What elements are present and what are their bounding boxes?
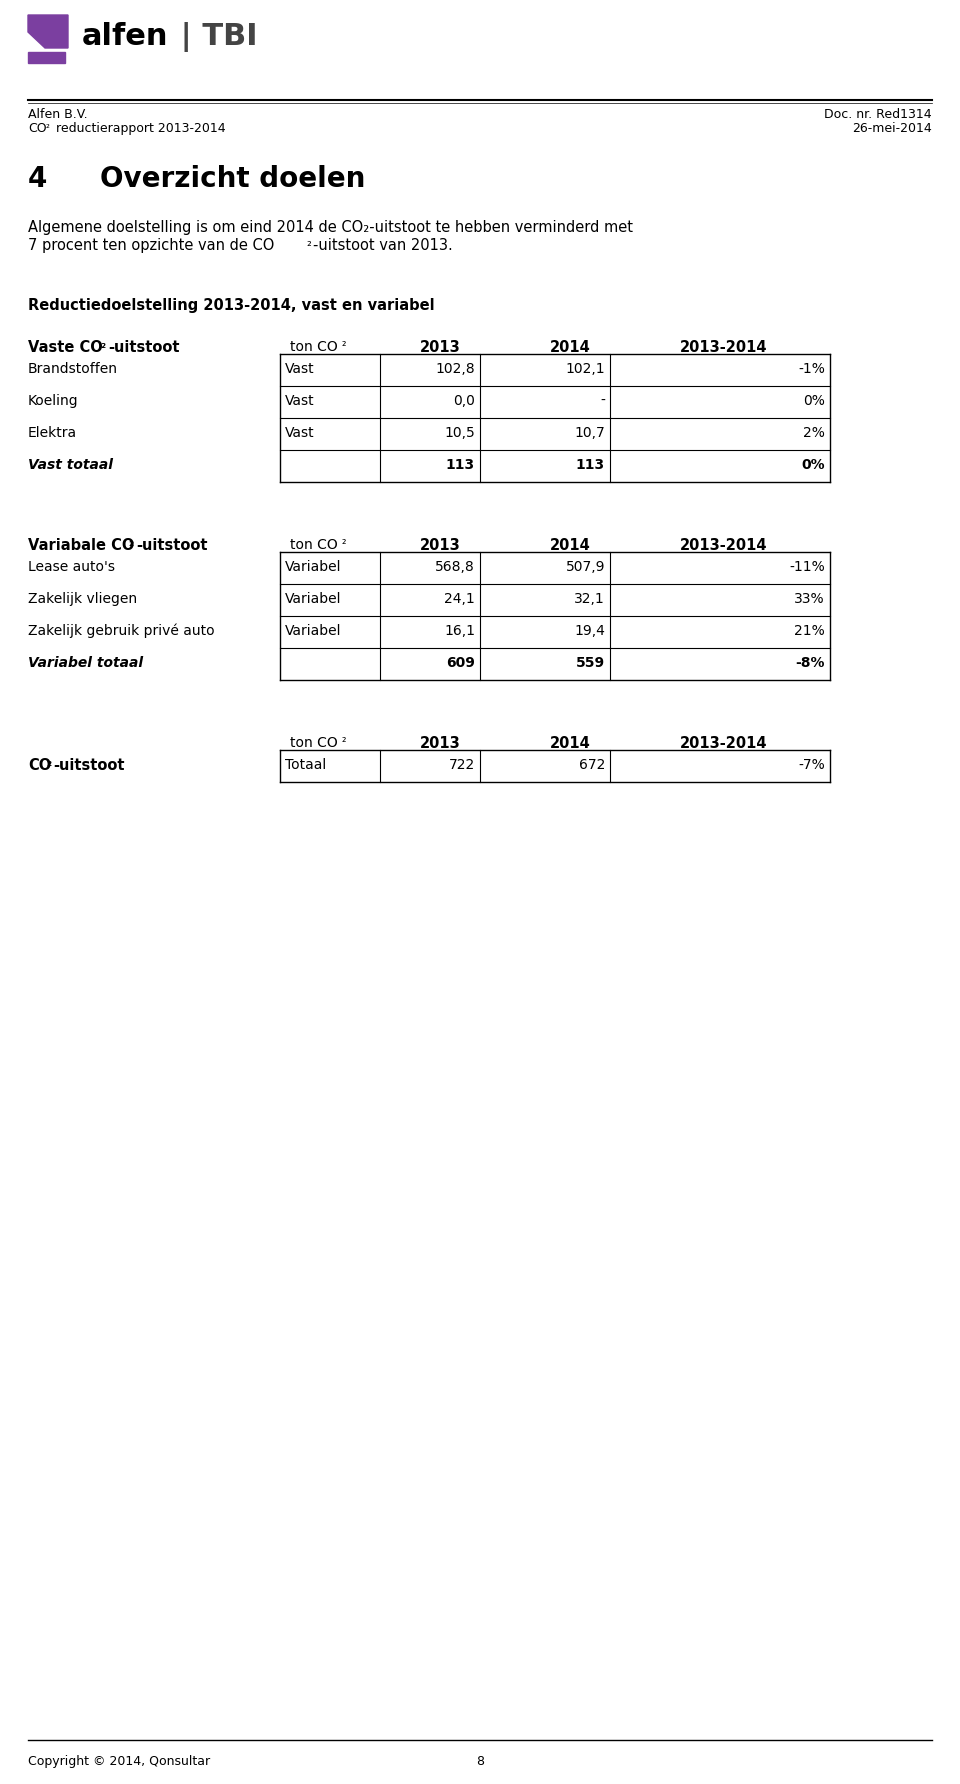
Text: ₂: ₂ — [100, 337, 106, 351]
Text: 672: 672 — [579, 758, 605, 772]
Polygon shape — [28, 52, 65, 62]
Text: CO: CO — [28, 121, 47, 136]
Text: 2014: 2014 — [550, 737, 590, 751]
Text: ton CO: ton CO — [290, 737, 338, 749]
Text: Variabel: Variabel — [285, 624, 342, 639]
Text: 24,1: 24,1 — [444, 592, 475, 607]
Text: Vast: Vast — [285, 426, 315, 441]
Text: ₂: ₂ — [128, 535, 133, 549]
Text: Variabel: Variabel — [285, 592, 342, 607]
Text: 7 procent ten opzichte van de CO: 7 procent ten opzichte van de CO — [28, 237, 275, 253]
Text: -1%: -1% — [798, 362, 825, 376]
Text: 0,0: 0,0 — [453, 394, 475, 409]
Text: -uitstoot: -uitstoot — [53, 758, 125, 772]
Text: 2014: 2014 — [550, 341, 590, 355]
Text: 21%: 21% — [794, 624, 825, 639]
Text: 0%: 0% — [804, 394, 825, 409]
Text: 10,5: 10,5 — [444, 426, 475, 441]
Text: ₂: ₂ — [342, 733, 347, 744]
Text: 8: 8 — [476, 1755, 484, 1768]
Text: 102,1: 102,1 — [565, 362, 605, 376]
Text: 2013-2014: 2013-2014 — [680, 539, 767, 553]
Text: Vast: Vast — [285, 394, 315, 409]
Text: ₂: ₂ — [342, 337, 347, 348]
Text: 2013: 2013 — [420, 341, 461, 355]
Text: 4: 4 — [28, 164, 47, 193]
Text: 26-mei-2014: 26-mei-2014 — [852, 121, 932, 136]
Text: Brandstoffen: Brandstoffen — [28, 362, 118, 376]
Text: CO: CO — [28, 758, 51, 772]
Text: 0%: 0% — [802, 458, 825, 473]
Text: 2%: 2% — [804, 426, 825, 441]
Text: Variabale CO: Variabale CO — [28, 539, 134, 553]
Text: Variabel totaal: Variabel totaal — [28, 657, 143, 671]
Text: 32,1: 32,1 — [574, 592, 605, 607]
Polygon shape — [28, 14, 68, 48]
Text: 2014: 2014 — [550, 539, 590, 553]
Text: 102,8: 102,8 — [436, 362, 475, 376]
Text: -: - — [600, 394, 605, 409]
Text: 2013: 2013 — [420, 737, 461, 751]
Text: 609: 609 — [446, 657, 475, 671]
Text: ₂: ₂ — [46, 756, 51, 769]
Text: Koeling: Koeling — [28, 394, 79, 409]
Text: Vast: Vast — [285, 362, 315, 376]
Text: ₂: ₂ — [342, 535, 347, 546]
Text: -uitstoot: -uitstoot — [136, 539, 207, 553]
Text: Overzicht doelen: Overzicht doelen — [100, 164, 366, 193]
Text: Doc. nr. Red1314: Doc. nr. Red1314 — [825, 109, 932, 121]
Text: ₂: ₂ — [46, 120, 50, 130]
Text: 2013-2014: 2013-2014 — [680, 737, 767, 751]
Text: reductierapport 2013-2014: reductierapport 2013-2014 — [52, 121, 226, 136]
Text: Vaste CO: Vaste CO — [28, 341, 103, 355]
Text: ton CO: ton CO — [290, 341, 338, 353]
Text: -8%: -8% — [796, 657, 825, 671]
Text: 10,7: 10,7 — [574, 426, 605, 441]
Text: Totaal: Totaal — [285, 758, 326, 772]
Text: 113: 113 — [576, 458, 605, 473]
Text: -uitstoot van 2013.: -uitstoot van 2013. — [313, 237, 453, 253]
Text: ₂: ₂ — [306, 235, 311, 250]
Text: Zakelijk gebruik privé auto: Zakelijk gebruik privé auto — [28, 624, 215, 639]
Text: 507,9: 507,9 — [565, 560, 605, 574]
Text: Alfen B.V.: Alfen B.V. — [28, 109, 87, 121]
Text: 568,8: 568,8 — [435, 560, 475, 574]
Text: 2013-2014: 2013-2014 — [680, 341, 767, 355]
Text: Lease auto's: Lease auto's — [28, 560, 115, 574]
Text: -uitstoot: -uitstoot — [108, 341, 180, 355]
Text: Copyright © 2014, Qonsultar: Copyright © 2014, Qonsultar — [28, 1755, 210, 1768]
Text: 559: 559 — [576, 657, 605, 671]
Text: Elektra: Elektra — [28, 426, 77, 441]
Text: Reductiedoelstelling 2013-2014, vast en variabel: Reductiedoelstelling 2013-2014, vast en … — [28, 298, 435, 312]
Text: 16,1: 16,1 — [444, 624, 475, 639]
Text: Zakelijk vliegen: Zakelijk vliegen — [28, 592, 137, 607]
Text: -11%: -11% — [789, 560, 825, 574]
Text: -7%: -7% — [799, 758, 825, 772]
Text: Algemene doelstelling is om eind 2014 de CO₂-uitstoot te hebben verminderd met: Algemene doelstelling is om eind 2014 de… — [28, 219, 633, 235]
Text: ton CO: ton CO — [290, 539, 338, 551]
Text: | TBI: | TBI — [170, 21, 257, 52]
Text: 113: 113 — [445, 458, 475, 473]
Text: 722: 722 — [448, 758, 475, 772]
Text: 33%: 33% — [794, 592, 825, 607]
Text: 2013: 2013 — [420, 539, 461, 553]
Text: Vast totaal: Vast totaal — [28, 458, 113, 473]
Text: alfen: alfen — [82, 21, 169, 52]
Text: Variabel: Variabel — [285, 560, 342, 574]
Text: 19,4: 19,4 — [574, 624, 605, 639]
